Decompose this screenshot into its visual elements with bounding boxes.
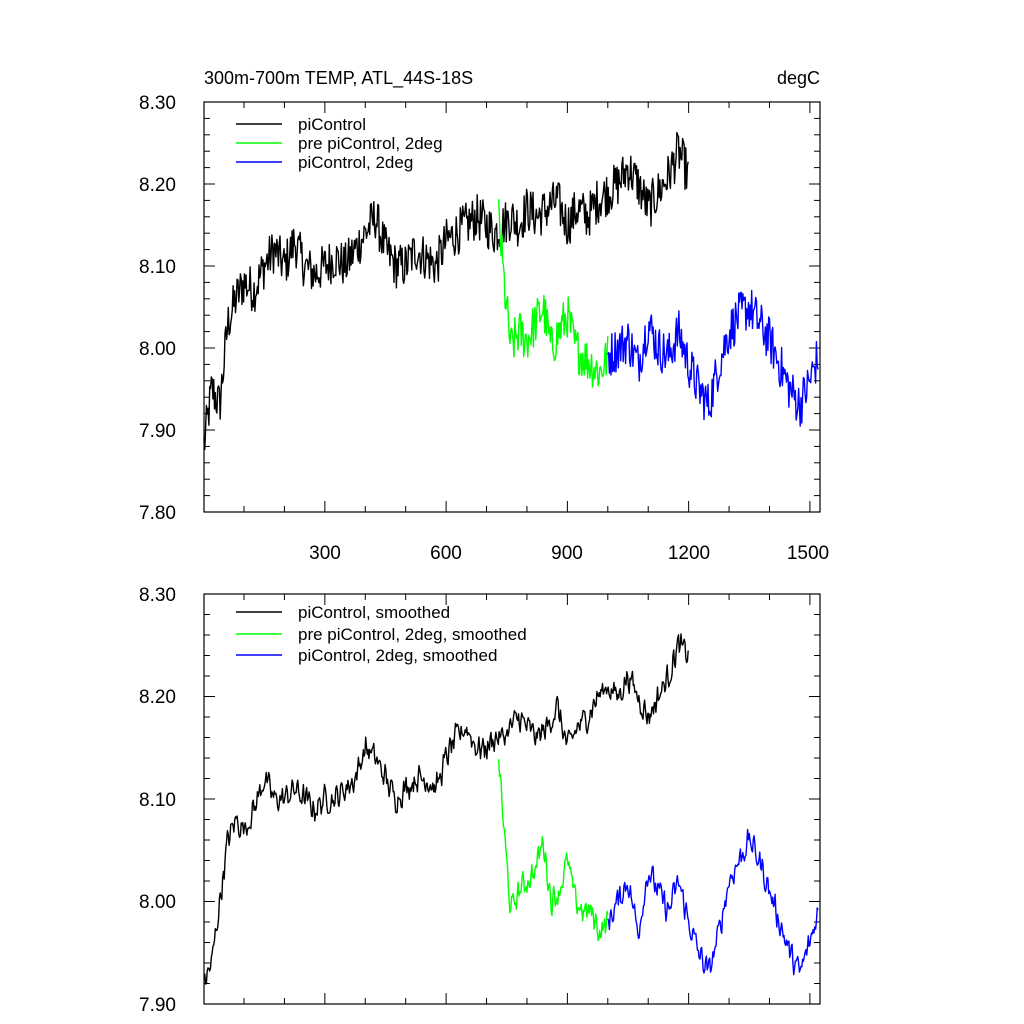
top-panel-units: degC [777,68,820,88]
top-x-tick-label: 600 [430,543,462,564]
bottom-y-tick-label: 8.30 [139,585,176,606]
top-x-tick-label: 300 [309,543,341,564]
top-ticks [204,101,820,513]
bottom-y-tick-label: 8.20 [139,687,176,708]
legend-label-picontrol-2deg: piControl, 2deg [298,153,413,172]
top-x-tick-label: 1500 [787,543,829,564]
top-y-tick-label: 8.30 [139,93,176,114]
top-y-tick-label: 8.10 [139,257,176,278]
top-y-tick-label: 7.80 [139,503,176,524]
top-panel: 300m-700m TEMP, ATL_44S-18S degC 8.30 8.… [139,68,829,564]
top-x-tick-labels: 300 600 900 1200 1500 [309,543,829,564]
top-x-tick-label: 1200 [668,543,710,564]
legend-label-pre-picontrol-2deg-smoothed: pre piControl, 2deg, smoothed [298,625,527,644]
bottom-y-tick-label: 7.90 [139,995,176,1016]
top-legend: piControl pre piControl, 2deg piControl,… [236,115,443,172]
bottom-y-tick-label: 8.10 [139,790,176,811]
top-x-tick-label: 900 [551,543,583,564]
top-y-tick-label: 8.20 [139,175,176,196]
top-plot-frame [203,101,821,513]
legend-label-pre-picontrol-2deg: pre piControl, 2deg [298,134,443,153]
bottom-panel: 8.30 8.20 8.10 8.00 7.90 piControl, smoo… [139,585,821,1016]
top-y-tick-label: 8.00 [139,339,176,360]
series-line-pre-picontrol-2deg [498,199,609,388]
bottom-legend: piControl, smoothed pre piControl, 2deg,… [236,603,527,665]
series-line-pre-picontrol-2deg-smoothed [498,759,609,942]
bottom-y-tick-label: 8.00 [139,892,176,913]
top-series [203,131,819,450]
series-line-picontrol [203,131,689,450]
bottom-ticks [204,593,820,1005]
legend-label-picontrol: piControl [298,115,366,134]
legend-label-picontrol-smoothed: piControl, smoothed [298,603,450,622]
bottom-series [203,633,819,985]
legend-label-picontrol-2deg-smoothed: piControl, 2deg, smoothed [298,646,497,665]
top-panel-title: 300m-700m TEMP, ATL_44S-18S [204,68,473,89]
series-line-picontrol-2deg-smoothed [607,828,819,976]
series-line-picontrol-smoothed [203,633,689,985]
series-line-picontrol-2deg [607,289,819,427]
top-y-tick-label: 7.90 [139,421,176,442]
bottom-plot-frame [203,593,821,1005]
bottom-y-tick-labels: 8.30 8.20 8.10 8.00 7.90 [139,585,176,1016]
top-y-tick-labels: 8.30 8.20 8.10 8.00 7.90 7.80 [139,93,176,524]
